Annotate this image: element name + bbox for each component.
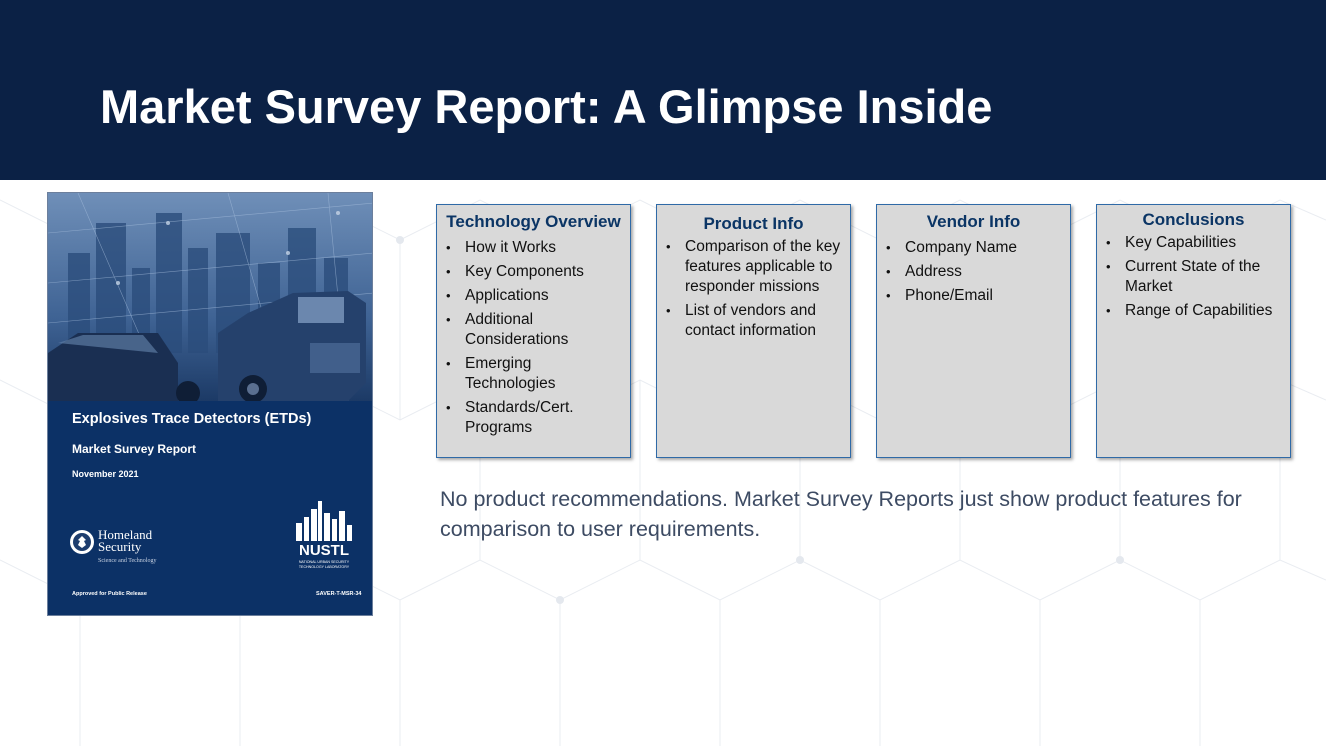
cover-photo bbox=[48, 193, 372, 401]
title-bar: Market Survey Report: A Glimpse Inside bbox=[0, 0, 1326, 180]
box-title: Technology Overview bbox=[446, 212, 621, 231]
nustl-logo-text: NUSTL bbox=[299, 542, 349, 559]
dhs-name-line1: Homeland bbox=[98, 527, 153, 542]
box-vendor-info: Vendor Info Company Name Address Phone/E… bbox=[876, 204, 1071, 458]
list-item: How it Works bbox=[437, 238, 630, 258]
list-item: Additional Considerations bbox=[437, 310, 630, 350]
bullet-list: Company Name Address Phone/Email bbox=[877, 238, 1070, 306]
list-item: Applications bbox=[437, 286, 630, 306]
cover-subtitle: Market Survey Report bbox=[72, 442, 197, 456]
nustl-name-line2: TECHNOLOGY LABORATORY bbox=[299, 565, 350, 569]
box-technology-overview: Technology Overview How it Works Key Com… bbox=[436, 204, 631, 458]
list-item: Comparison of the key features applicabl… bbox=[657, 237, 850, 297]
box-title: Vendor Info bbox=[926, 212, 1021, 231]
cover-date: November 2021 bbox=[72, 469, 139, 479]
box-product-info: Product Info Comparison of the key featu… bbox=[656, 204, 851, 458]
slide-title: Market Survey Report: A Glimpse Inside bbox=[100, 80, 993, 133]
box-title: Product Info bbox=[703, 214, 804, 233]
list-item: List of vendors and contact information bbox=[657, 301, 850, 341]
list-item: Key Components bbox=[437, 262, 630, 282]
list-item: Company Name bbox=[877, 238, 1070, 258]
dhs-seal-icon bbox=[70, 530, 94, 554]
list-item: Range of Capabilities bbox=[1097, 301, 1290, 321]
dhs-name-line2: Security bbox=[98, 539, 142, 554]
list-item: Key Capabilities bbox=[1097, 233, 1290, 253]
bullet-list: Key Capabilities Current State of the Ma… bbox=[1097, 233, 1290, 321]
summary-note: No product recommendations. Market Surve… bbox=[440, 487, 1242, 541]
list-item: Address bbox=[877, 262, 1070, 282]
nustl-name-line1: NATIONAL URBAN SECURITY bbox=[299, 560, 350, 564]
list-item: Current State of the Market bbox=[1097, 257, 1290, 297]
box-conclusions: Conclusions Key Capabilities Current Sta… bbox=[1096, 204, 1291, 458]
list-item: Phone/Email bbox=[877, 286, 1070, 306]
cover-code: SAVER-T-MSR-34 bbox=[316, 591, 362, 597]
report-cover: Explosives Trace Detectors (ETDs) Market… bbox=[47, 192, 373, 616]
cover-title: Explosives Trace Detectors (ETDs) bbox=[72, 411, 312, 427]
cover-release-note: Approved for Public Release bbox=[72, 591, 147, 597]
list-item: Standards/Cert. Programs bbox=[437, 398, 630, 438]
dhs-tagline: Science and Technology bbox=[98, 558, 157, 564]
box-title: Conclusions bbox=[1142, 210, 1245, 229]
list-item: Emerging Technologies bbox=[437, 354, 630, 394]
dhs-wordmark: Homeland Security bbox=[98, 527, 153, 554]
bullet-list: How it Works Key Components Applications… bbox=[437, 238, 630, 438]
nustl-logo: NUSTL NATIONAL URBAN SECURITY TECHNOLOGY… bbox=[296, 501, 352, 569]
bullet-list: Comparison of the key features applicabl… bbox=[657, 237, 850, 341]
